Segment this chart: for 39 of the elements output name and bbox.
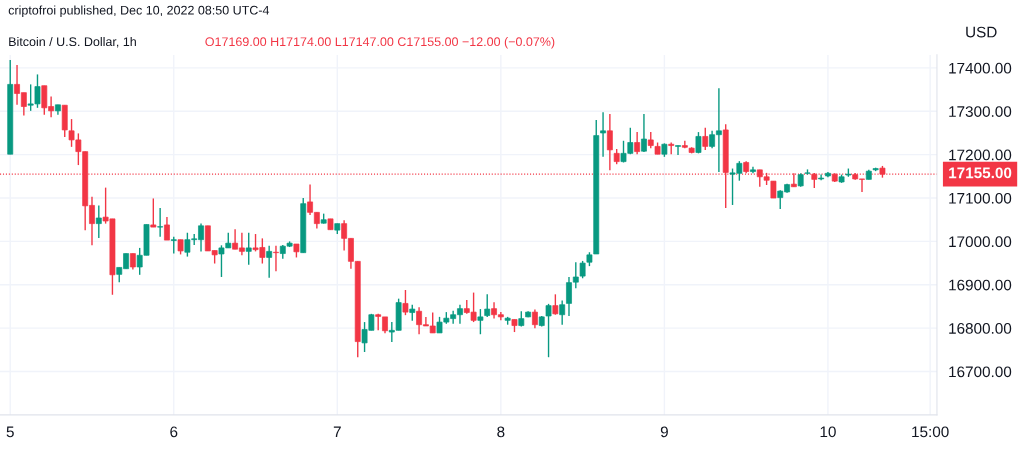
candlestick bbox=[245, 232, 252, 266]
candlestick bbox=[477, 308, 484, 335]
candlestick bbox=[702, 127, 709, 151]
y-tick-label: 17200.00 bbox=[949, 149, 1012, 161]
candlestick bbox=[559, 299, 566, 326]
candlestick bbox=[95, 204, 102, 239]
candlestick bbox=[606, 113, 613, 171]
y-tick-label: 16800.00 bbox=[949, 323, 1012, 334]
x-tick-label: 10 bbox=[820, 426, 836, 438]
x-tick-label: 15:00 bbox=[912, 426, 949, 438]
chart-subtitle: O17169.00 H17174.00 L17147.00 C17155.00 −12.00 (−0.07%) bbox=[205, 36, 555, 49]
candlestick bbox=[157, 207, 164, 238]
y-tick-label: 16900.00 bbox=[949, 279, 1012, 291]
y-tick-label: 17400.00 bbox=[949, 62, 1012, 74]
candlestick bbox=[532, 308, 538, 329]
candlestick bbox=[164, 216, 170, 241]
chart-title: Bitcoin / U.S. Dollar, 1h bbox=[9, 36, 136, 48]
candlestick bbox=[641, 113, 647, 153]
candlestick bbox=[273, 245, 279, 273]
ref-line-label: 17155.00 bbox=[949, 167, 1012, 179]
text: criptofroi published, Dec 10, 2022 08:50 UTC-4 bbox=[8, 5, 270, 18]
x-tick-label: 5 bbox=[6, 426, 14, 438]
candlestick bbox=[600, 111, 606, 158]
candlestick bbox=[675, 144, 681, 156]
y-tick-label: 17100.00 bbox=[949, 192, 1012, 204]
y-tick-label: 17000.00 bbox=[949, 236, 1012, 248]
candlestick bbox=[150, 197, 157, 228]
candlestick bbox=[484, 293, 491, 318]
candlestick bbox=[634, 131, 641, 155]
y-axis-title: USD bbox=[966, 26, 997, 38]
x-tick-label: 8 bbox=[497, 426, 505, 438]
x-tick-label: 7 bbox=[333, 426, 341, 438]
candlestick bbox=[552, 293, 559, 316]
y-tick-label: 16700.00 bbox=[949, 366, 1012, 378]
x-tick-label: 6 bbox=[170, 426, 178, 438]
y-tick-label: 17300.00 bbox=[949, 106, 1012, 117]
candlestick bbox=[402, 289, 409, 316]
candlestick bbox=[266, 245, 273, 279]
x-tick-label: 9 bbox=[660, 426, 668, 438]
